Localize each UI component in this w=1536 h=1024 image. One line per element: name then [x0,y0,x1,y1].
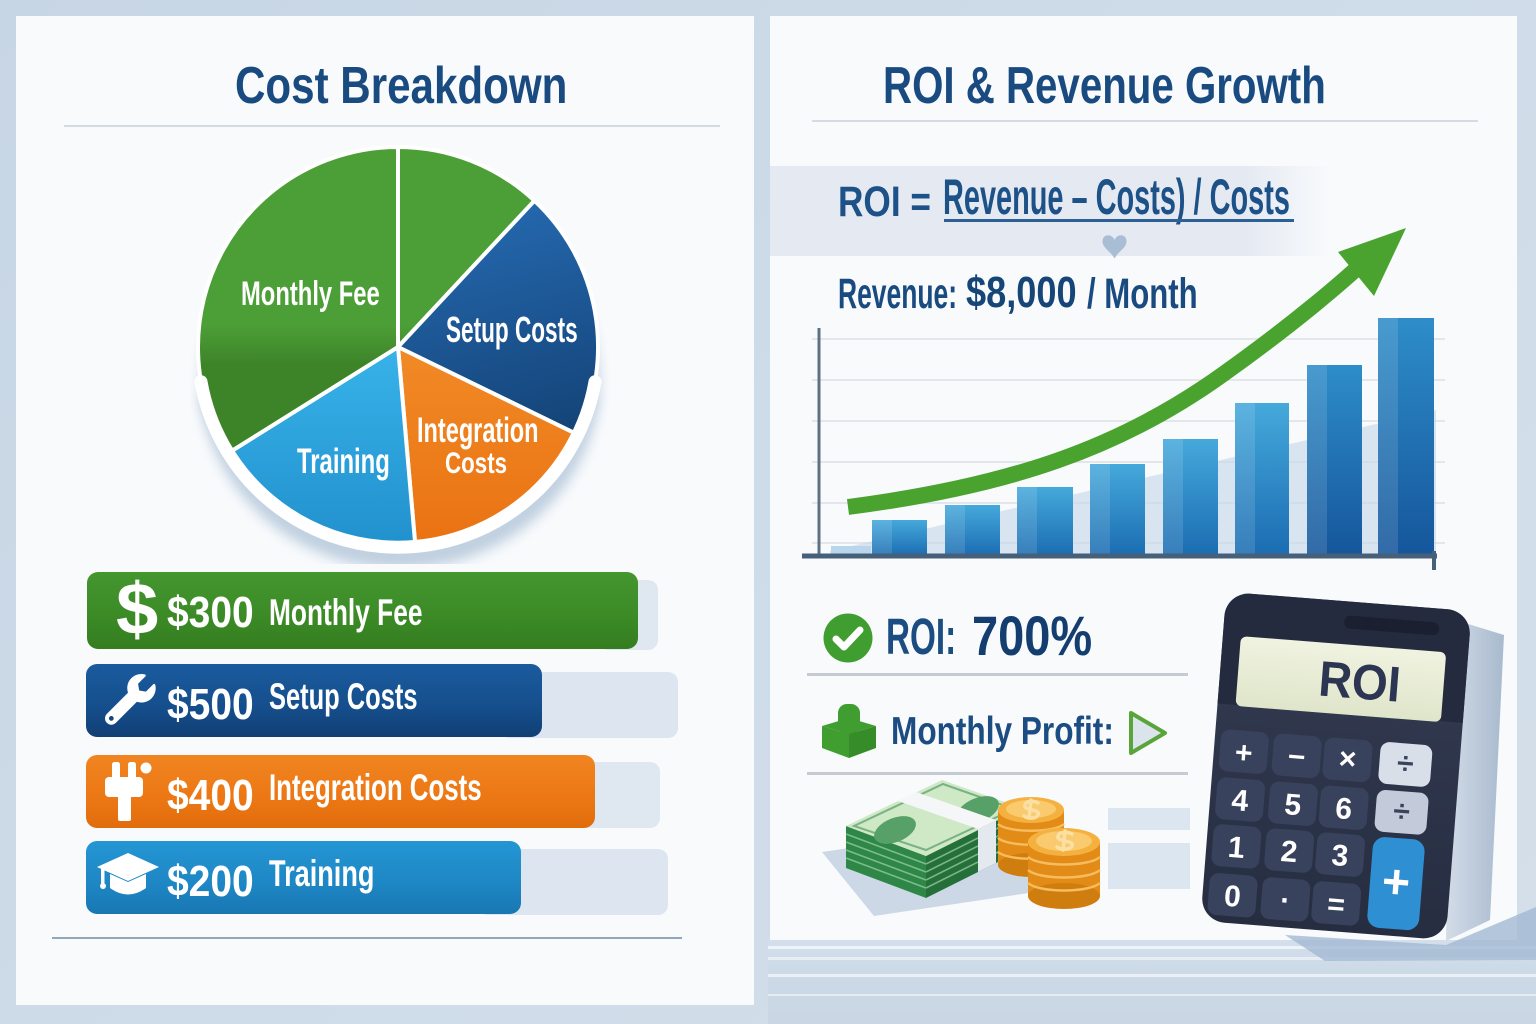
svg-text:+: + [1234,736,1254,770]
svg-text:+: + [1380,855,1412,910]
svg-text:÷: ÷ [1396,747,1415,781]
svg-text:×: × [1338,742,1358,776]
svg-text:4: 4 [1230,784,1250,818]
svg-text:6: 6 [1334,792,1353,826]
svg-text:3: 3 [1330,839,1349,873]
svg-text:·: · [1279,884,1292,918]
svg-text:ROI: ROI [1317,652,1403,713]
svg-text:5: 5 [1283,788,1302,822]
svg-text:1: 1 [1227,831,1246,865]
svg-text:=: = [1326,888,1346,922]
svg-text:0: 0 [1223,880,1242,914]
svg-text:2: 2 [1279,835,1298,869]
svg-text:÷: ÷ [1392,795,1411,829]
svg-text:−: − [1287,740,1307,774]
